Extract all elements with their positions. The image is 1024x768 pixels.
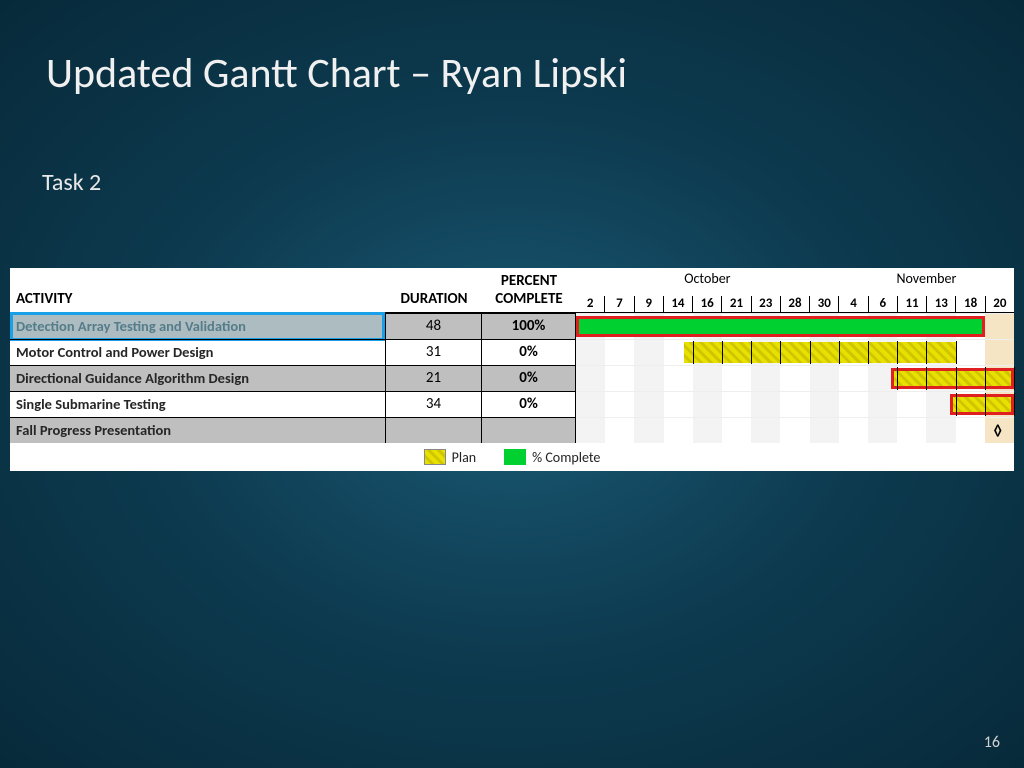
- timeline-header: OctoberNovember 279141621232830461113182…: [576, 268, 1014, 312]
- gantt-chart: ACTIVITY DURATION PERCENT COMPLETE Octob…: [10, 268, 1014, 471]
- duration-cell: 31: [386, 339, 482, 365]
- month-label: October: [576, 268, 839, 290]
- date-label: 28: [780, 296, 809, 312]
- header-percent-top: PERCENT: [501, 272, 557, 290]
- date-label: 18: [955, 296, 984, 312]
- header-activity: ACTIVITY: [10, 268, 386, 312]
- duration-cell: 21: [386, 365, 482, 391]
- activity-cell: Directional Guidance Algorithm Design: [10, 365, 386, 391]
- activity-cell: Motor Control and Power Design: [10, 339, 386, 365]
- date-label: 14: [663, 296, 692, 312]
- legend-complete-label: % Complete: [532, 449, 600, 466]
- plan-bar: [950, 394, 1014, 415]
- duration-cell: 34: [386, 391, 482, 417]
- activity-cell: Fall Progress Presentation: [10, 417, 386, 443]
- date-label: 23: [751, 296, 780, 312]
- date-label: 9: [634, 296, 663, 312]
- month-label: November: [839, 268, 1014, 290]
- date-label: 21: [721, 296, 750, 312]
- date-label: 4: [838, 296, 867, 312]
- legend-complete: % Complete: [504, 449, 600, 466]
- plan-bar: [891, 368, 1014, 389]
- duration-cell: [386, 417, 482, 443]
- complete-swatch: [504, 449, 526, 465]
- plan-swatch: [424, 449, 446, 465]
- percent-complete-cell: 0%: [482, 339, 576, 365]
- gantt-row: Directional Guidance Algorithm Design210…: [10, 365, 1014, 391]
- gantt-legend: Plan % Complete: [10, 443, 1014, 471]
- percent-complete-cell: 0%: [482, 365, 576, 391]
- activity-cell: Single Submarine Testing: [10, 391, 386, 417]
- legend-plan: Plan: [424, 449, 477, 466]
- header-percent-bottom: COMPLETE: [495, 290, 562, 308]
- gantt-row: Single Submarine Testing340%: [10, 391, 1014, 417]
- gantt-row: Fall Progress Presentation ◊: [10, 417, 1014, 443]
- date-label: 6: [868, 296, 897, 312]
- task-label: Task 2: [42, 168, 101, 197]
- page-number: 16: [984, 733, 1000, 752]
- percent-complete-cell: 0%: [482, 391, 576, 417]
- percent-complete-cell: 100%: [482, 313, 576, 339]
- percent-complete-cell: [482, 417, 576, 443]
- date-label: 11: [897, 296, 926, 312]
- activity-cell: Detection Array Testing and Validation: [10, 313, 386, 339]
- row-timeline: [576, 391, 1014, 417]
- header-duration: DURATION: [386, 268, 482, 312]
- plan-bar: [684, 342, 956, 363]
- gantt-header-row: ACTIVITY DURATION PERCENT COMPLETE Octob…: [10, 268, 1014, 313]
- milestone-diamond-icon: ◊: [994, 422, 1003, 441]
- row-timeline: [576, 339, 1014, 365]
- gantt-row: Detection Array Testing and Validation48…: [10, 313, 1014, 339]
- gantt-row: Motor Control and Power Design310%: [10, 339, 1014, 365]
- legend-plan-label: Plan: [452, 449, 477, 466]
- date-label: 13: [926, 296, 955, 312]
- complete-bar: [576, 316, 985, 337]
- row-timeline: [576, 313, 1014, 339]
- date-label: 30: [809, 296, 838, 312]
- date-label: 2: [576, 296, 604, 312]
- slide-title: Updated Gantt Chart – Ryan Lipski: [46, 48, 627, 99]
- date-label: 20: [985, 296, 1014, 312]
- duration-cell: 48: [386, 313, 482, 339]
- date-label: 7: [604, 296, 633, 312]
- row-timeline: ◊: [576, 417, 1014, 443]
- row-timeline: [576, 365, 1014, 391]
- date-label: 16: [692, 296, 721, 312]
- activity-highlight: [10, 312, 385, 341]
- header-percent-complete: PERCENT COMPLETE: [482, 268, 576, 312]
